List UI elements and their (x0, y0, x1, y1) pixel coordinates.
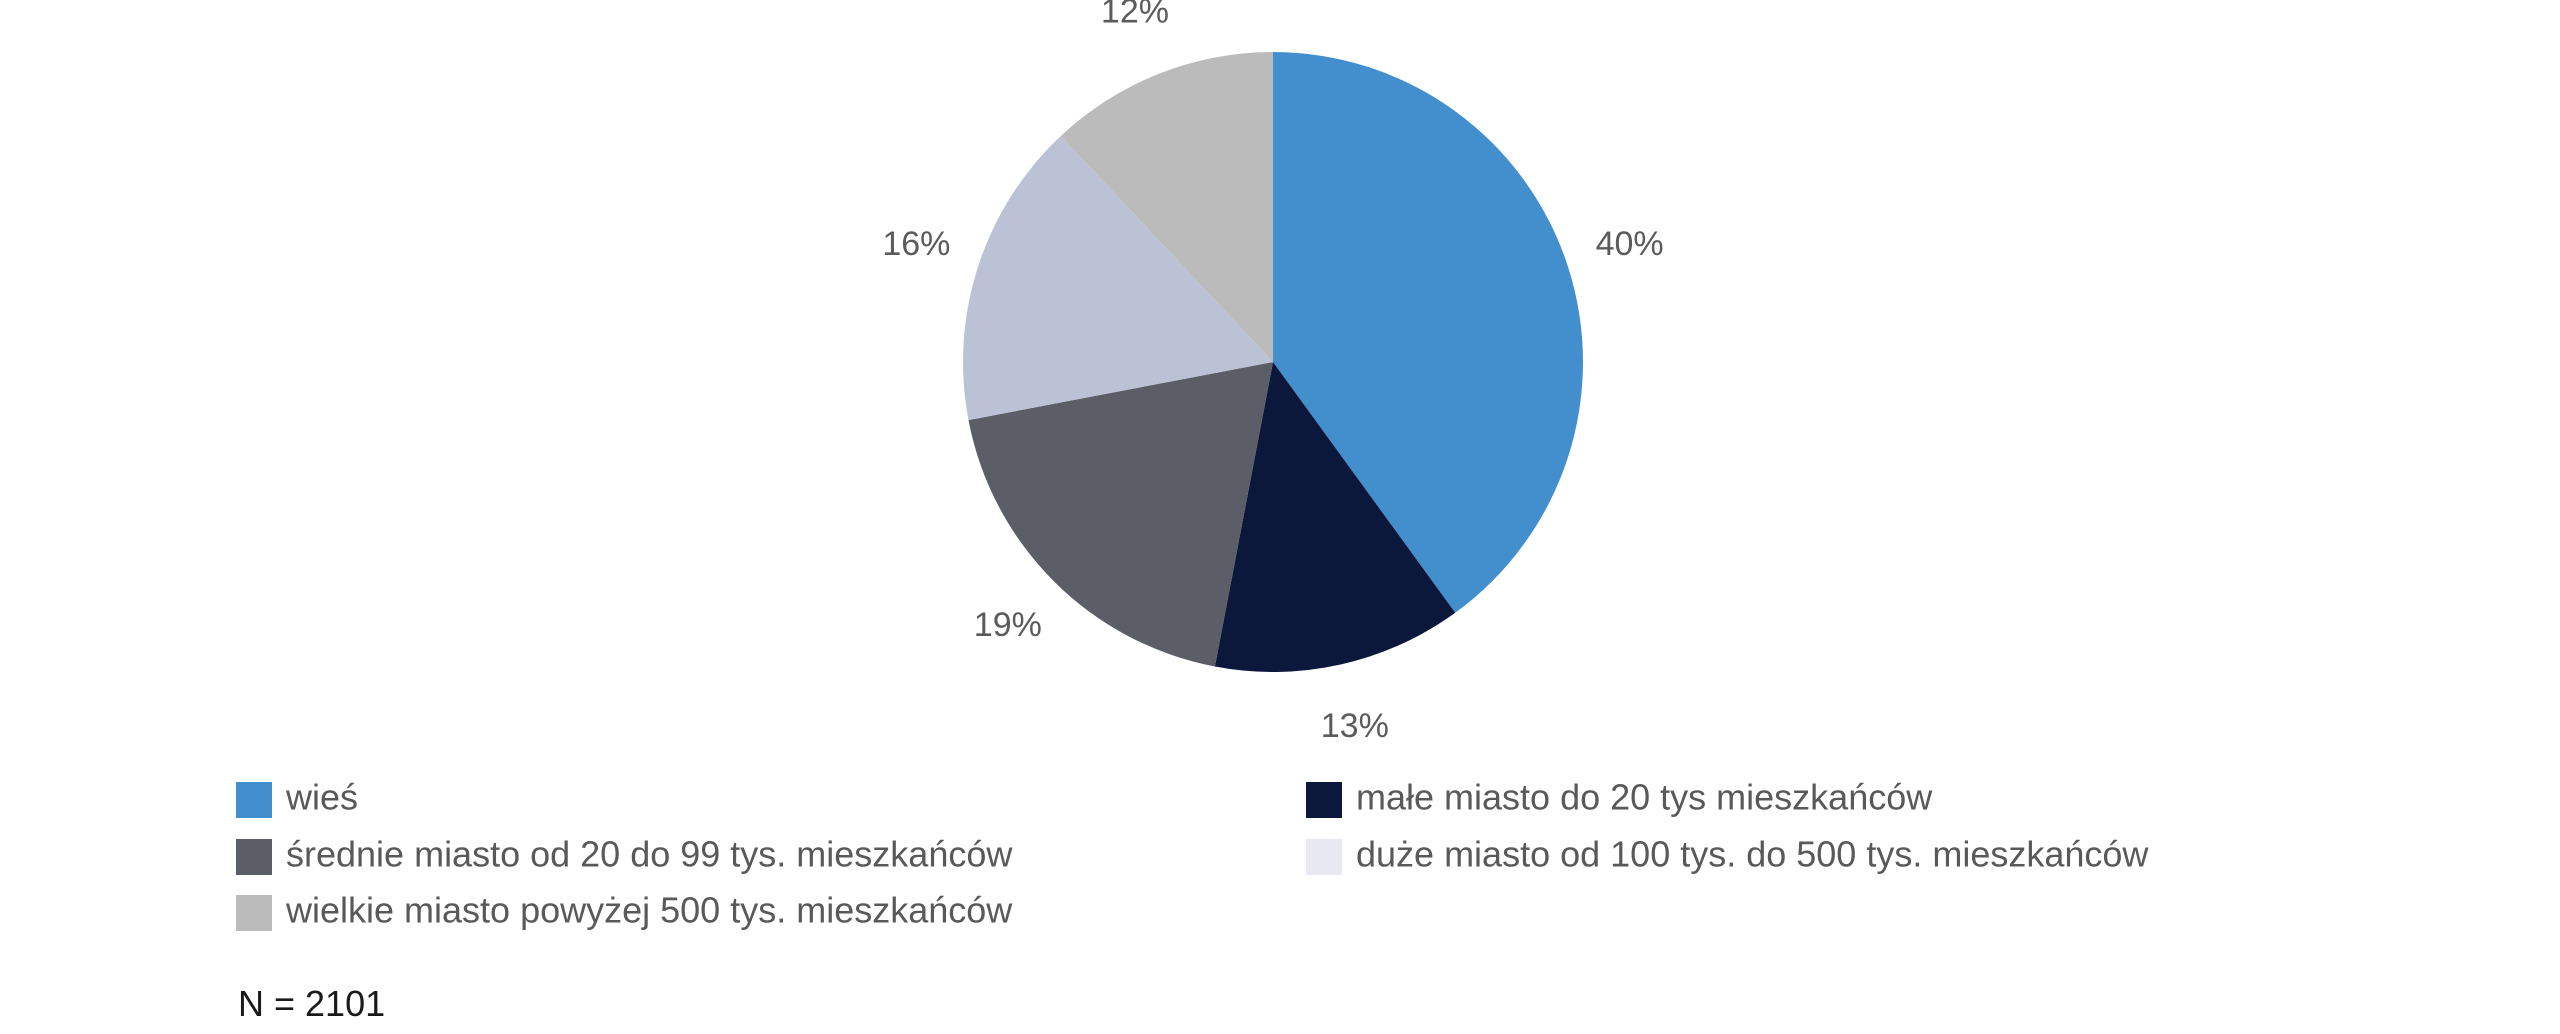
legend-swatch-duze-miasto-od-100-tys-do-500-tys-mieszkancow (1306, 839, 1342, 875)
slice-label-duze-miasto-od-100-tys-do-500-tys-mieszkancow: 16% (882, 225, 950, 263)
pie-slice-wielkie-miasto-powyzej-500-tys-mieszkancow (1060, 52, 1273, 362)
slice-label-male-miasto-do-20-tys-mieszkancow: 13% (1321, 707, 1389, 745)
legend-swatch-male-miasto-do-20-tys-mieszkancow (1306, 782, 1342, 818)
legend-swatch-srednie-miasto-od-20-do-99-tys-mieszkancow (236, 839, 272, 875)
legend-item-wielkie-miasto-powyzej-500-tys-mieszkancow: wielkie miasto powyżej 500 tys. mieszkań… (236, 890, 1013, 931)
slice-label-srednie-miasto-od-20-do-99-tys-mieszkancow: 19% (974, 606, 1042, 644)
pie-slice-wies (1273, 52, 1583, 613)
pie-slice-duze-miasto-od-100-tys-do-500-tys-mieszkancow (963, 136, 1273, 421)
legend-item-wies: wieś (236, 777, 358, 818)
legend-label-duze-miasto-od-100-tys-do-500-tys-mieszkancow: duże miasto od 100 tys. do 500 tys. mies… (1356, 834, 2149, 875)
legend-item-male-miasto-do-20-tys-mieszkancow: małe miasto do 20 tys mieszkańców (1306, 777, 1933, 818)
legend-label-wielkie-miasto-powyzej-500-tys-mieszkancow: wielkie miasto powyżej 500 tys. mieszkań… (285, 890, 1013, 931)
slice-labels: 40% 13% 19% 16% 12% (882, 0, 1663, 745)
pie-slice-srednie-miasto-od-20-do-99-tys-mieszkancow (968, 362, 1273, 667)
legend-label-male-miasto-do-20-tys-mieszkancow: małe miasto do 20 tys mieszkańców (1356, 777, 1933, 818)
legend: wieś małe miasto do 20 tys mieszkańców śre… (236, 777, 2149, 931)
slice-label-wies: 40% (1596, 225, 1664, 263)
legend-label-wies: wieś (285, 777, 358, 818)
sample-size-note: N = 2101 (238, 983, 385, 1024)
legend-swatch-wielkie-miasto-powyzej-500-tys-mieszkancow (236, 895, 272, 931)
pie-slices (963, 52, 1583, 672)
slice-label-wielkie-miasto-powyzej-500-tys-mieszkancow: 12% (1101, 0, 1169, 30)
legend-label-srednie-miasto-od-20-do-99-tys-mieszkancow: średnie miasto od 20 do 99 tys. mieszkań… (286, 834, 1013, 875)
pie-slice-male-miasto-do-20-tys-mieszkancow (1214, 362, 1456, 672)
legend-item-duze-miasto-od-100-tys-do-500-tys-mieszkancow: duże miasto od 100 tys. do 500 tys. mies… (1306, 834, 2149, 875)
legend-item-srednie-miasto-od-20-do-99-tys-mieszkancow: średnie miasto od 20 do 99 tys. mieszkań… (236, 834, 1013, 875)
legend-swatch-wies (236, 782, 272, 818)
